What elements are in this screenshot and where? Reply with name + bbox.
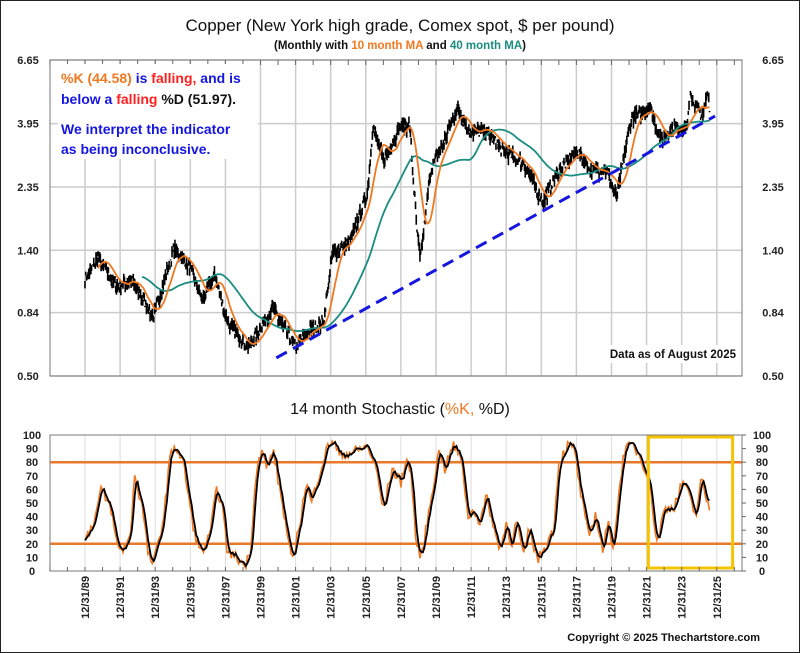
chart-title: Copper (New York high grade, Comex spot,… <box>185 16 614 35</box>
x-tick-label: 12/31/09 <box>431 576 443 619</box>
stoch-y-tick-left: 20 <box>26 539 38 551</box>
x-tick-label: 12/31/95 <box>185 576 197 619</box>
x-tick-label: 12/31/91 <box>115 576 127 619</box>
y-tick-label-right: 0.84 <box>762 308 784 320</box>
ann-falling-2: falling <box>116 91 157 107</box>
d-line <box>84 440 710 568</box>
annotation-line4: as being inconclusive. <box>61 141 210 157</box>
annotation-line3: We interpret the indicator <box>61 121 231 137</box>
stochastic-grid <box>50 435 742 571</box>
x-tick-label: 12/31/05 <box>361 576 373 619</box>
stoch-y-tick-right: 0 <box>759 566 765 578</box>
y-tick-label-left: 0.50 <box>17 371 38 383</box>
subtitle-suffix: ) <box>522 40 526 52</box>
ann-is: is <box>132 70 151 86</box>
y-tick-label-left: 2.35 <box>17 182 38 194</box>
k-line <box>84 439 711 571</box>
ann-falling: falling, <box>151 70 196 86</box>
stoch-title-d: %D) <box>474 401 510 418</box>
stoch-y-tick-left: 100 <box>23 430 41 442</box>
x-tick-label: 12/31/21 <box>642 576 654 619</box>
x-tick-label: 12/31/23 <box>677 576 689 619</box>
subtitle-prefix: (Monthly with <box>274 40 351 52</box>
x-tick-label: 12/31/11 <box>466 576 478 618</box>
y-tick-label-left: 3.95 <box>17 119 38 131</box>
x-tick-label: 12/31/01 <box>291 576 303 619</box>
data-as-of: Data as of August 2025 <box>610 349 737 361</box>
stochastic-plot-border <box>49 434 743 572</box>
stoch-y-tick-left: 50 <box>26 498 38 510</box>
price-lines <box>97 105 716 360</box>
stoch-y-tick-left: 0 <box>29 566 35 578</box>
k-value: %K (44.58) <box>61 70 132 86</box>
y-tick-label-left: 6.65 <box>17 55 38 67</box>
x-tick-label: 12/31/15 <box>536 576 548 619</box>
stoch-y-tick-right: 50 <box>756 498 768 510</box>
x-tick-label: 12/31/07 <box>396 576 408 619</box>
y-tick-label-right: 1.40 <box>762 245 783 257</box>
chart-subtitle: (Monthly with 10 month MA and 40 month M… <box>274 40 526 52</box>
y-tick-label-right: 6.65 <box>762 55 783 67</box>
stoch-y-tick-left: 60 <box>26 484 38 496</box>
stoch-y-tick-left: 10 <box>26 552 38 564</box>
subtitle-ma10: 10 month MA <box>351 40 423 52</box>
y-tick-label-left: 0.84 <box>17 308 39 320</box>
trendline <box>275 114 716 360</box>
y-tick-label-right: 2.35 <box>762 182 783 194</box>
stoch-y-tick-left: 70 <box>26 471 38 483</box>
x-tick-label: 12/31/97 <box>220 576 232 619</box>
highlight-box <box>646 435 735 570</box>
x-tick-label: 12/31/17 <box>571 576 583 619</box>
stoch-y-tick-left: 30 <box>26 525 38 537</box>
stoch-title-prefix: 14 month Stochastic ( <box>290 401 445 418</box>
stochastic-lines <box>84 435 735 571</box>
copyright: Copyright © 2025 Thechartstore.com <box>567 632 760 644</box>
d-value: %D (51.97). <box>157 91 236 107</box>
ma40-line <box>141 119 710 332</box>
stoch-y-tick-right: 30 <box>756 525 768 537</box>
stoch-y-tick-right: 90 <box>756 444 768 456</box>
x-tick-label: 12/31/03 <box>326 576 338 619</box>
x-tick-label: 12/31/89 <box>80 576 92 619</box>
annotation-line1: %K (44.58) is falling, and is <box>61 70 241 86</box>
annotation-box <box>58 64 258 159</box>
stoch-y-tick-left: 80 <box>26 457 38 469</box>
stoch-y-tick-left: 90 <box>26 444 38 456</box>
stoch-y-tick-left: 40 <box>26 512 38 524</box>
ann-rest: and is <box>196 70 241 86</box>
stochastic-title: 14 month Stochastic (%K, %D) <box>290 401 510 418</box>
ann-below: below a <box>61 91 116 107</box>
stoch-y-tick-right: 100 <box>753 430 771 442</box>
stoch-y-tick-right: 80 <box>756 457 768 469</box>
x-tick-label: 12/31/93 <box>150 576 162 619</box>
annotation-line2: below a falling %D (51.97). <box>61 91 236 107</box>
stoch-y-tick-right: 70 <box>756 471 768 483</box>
stochastic-axis-ticks: 12/31/89 12/31/91 12/31/93 12/31/95 12/31/97… <box>23 430 771 619</box>
x-tick-label: 12/31/19 <box>607 576 619 619</box>
x-tick-label: 12/31/99 <box>256 576 268 619</box>
data-date-box <box>608 345 738 363</box>
subtitle-mid: and <box>423 40 450 52</box>
stoch-title-k: %K, <box>445 401 474 418</box>
stoch-y-tick-right: 20 <box>756 539 768 551</box>
price-plot-border <box>49 59 743 377</box>
subtitle-ma40: 40 month MA <box>450 40 522 52</box>
x-tick-label: 12/31/25 <box>712 576 724 619</box>
stoch-y-tick-right: 60 <box>756 484 768 496</box>
y-tick-label-right: 0.50 <box>762 371 783 383</box>
ma10-line <box>97 105 710 346</box>
y-tick-label-left: 1.40 <box>17 245 38 257</box>
x-tick-label: 12/31/13 <box>501 576 513 619</box>
stoch-y-tick-right: 10 <box>756 552 768 564</box>
price-axis-ticks: 6.65 6.65 3.95 3.95 2.35 2.35 1.40 1.40 0.84 0.84… <box>17 55 784 383</box>
y-tick-label-right: 3.95 <box>762 119 783 131</box>
stoch-y-tick-right: 40 <box>756 512 768 524</box>
